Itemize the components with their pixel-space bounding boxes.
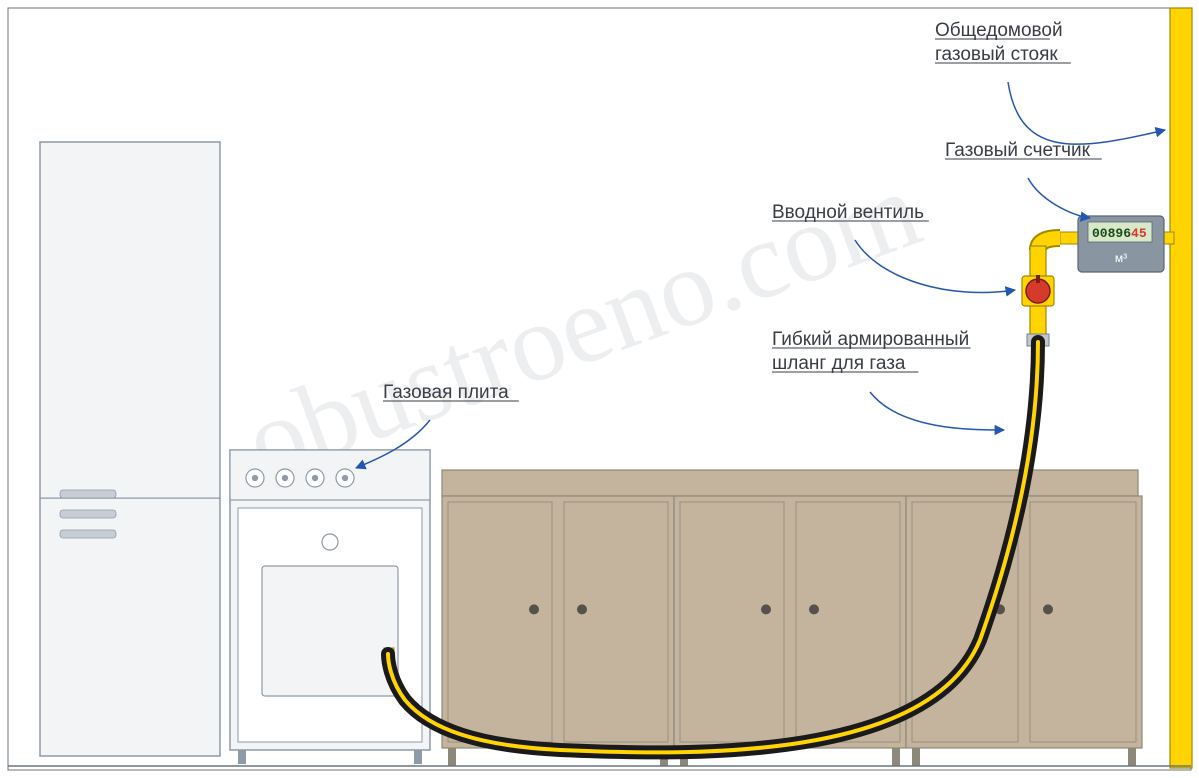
label-stove-text: Газовая плита xyxy=(383,382,509,403)
inlet-valve xyxy=(1022,238,1060,346)
fridge-handle xyxy=(60,530,116,538)
fridge-handle xyxy=(60,510,116,518)
cabinet-door xyxy=(680,502,784,742)
cabinet-door xyxy=(564,502,668,742)
oven-window xyxy=(262,566,398,696)
label-hose-text: Гибкий армированный xyxy=(772,329,969,350)
cabinet-door xyxy=(448,502,552,742)
fridge-handle xyxy=(60,490,116,498)
cabinet-knob xyxy=(1043,604,1053,614)
label-meter-text: Газовый счетчик xyxy=(945,140,1091,161)
cabinets xyxy=(442,470,1142,766)
cabinet-knob xyxy=(809,604,819,614)
label-hose-arrow xyxy=(870,392,1004,430)
label-hose: Гибкий армированный шланг для газа xyxy=(772,329,1004,430)
oven-button xyxy=(322,534,338,550)
label-riser-arrow xyxy=(1008,82,1165,144)
gas-stove xyxy=(230,450,430,764)
cabinet-door xyxy=(796,502,900,742)
cabinet-knob xyxy=(761,604,771,614)
diagram-canvas: obustroeno.com0089645м³Общедомовойгазовы… xyxy=(0,0,1199,778)
label-valve-text: Вводной вентиль xyxy=(772,202,924,223)
gas-riser-pipe xyxy=(1170,8,1192,768)
label-meter: Газовый счетчик xyxy=(945,140,1102,218)
meter-reading: 0089645 xyxy=(1092,226,1147,241)
meter-unit: м³ xyxy=(1115,251,1127,265)
label-riser: Общедомовой газовый стояк xyxy=(935,20,1165,144)
label-meter-arrow xyxy=(1028,178,1090,218)
label-riser-text: газовый стояк xyxy=(935,44,1058,65)
label-riser-text: Общедомовой xyxy=(935,20,1063,41)
cabinet-knob xyxy=(577,604,587,614)
label-hose-text: шланг для газа xyxy=(772,353,906,374)
gas-meter: 0089645 м³ xyxy=(1060,216,1174,272)
cabinet-knob xyxy=(529,604,539,614)
cabinet-door xyxy=(1030,502,1136,742)
fridge xyxy=(40,142,220,756)
